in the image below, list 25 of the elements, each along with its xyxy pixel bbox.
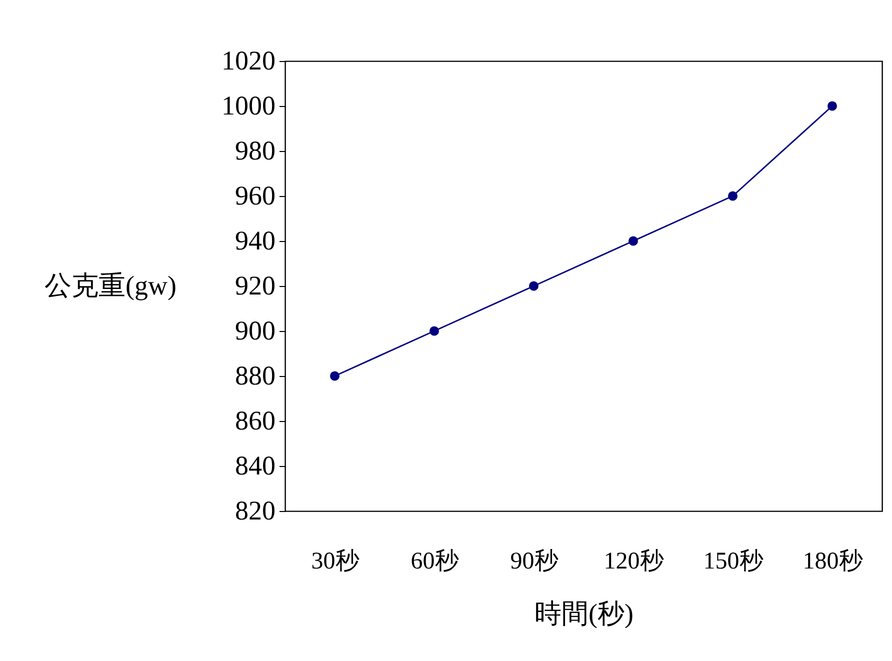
y-tick-label: 820 — [235, 496, 276, 526]
point — [828, 101, 837, 111]
y-tick-label: 900 — [235, 316, 276, 346]
y-tick-label: 860 — [235, 406, 276, 436]
point — [430, 326, 439, 336]
x-tick-label: 30秒 — [311, 548, 360, 574]
y-tick-label: 960 — [235, 180, 276, 210]
x-tick-label: 120秒 — [604, 548, 664, 574]
x-tick-label: 150秒 — [703, 548, 764, 574]
y-tick-label: 920 — [235, 270, 276, 300]
x-tick-label: 90秒 — [510, 548, 558, 574]
point — [628, 236, 638, 246]
x-tick-label: 180秒 — [802, 548, 863, 574]
y-tick-label: 1020 — [222, 46, 276, 76]
y-tick-label: 980 — [235, 136, 276, 166]
y-tick-label: 940 — [235, 226, 276, 256]
x-tick-label: 60秒 — [410, 548, 459, 574]
point — [728, 191, 738, 201]
y-tick-label: 880 — [235, 360, 276, 390]
y-tick-label: 1000 — [222, 90, 276, 120]
x-axis-title: 時間(秒) — [534, 598, 634, 628]
point — [330, 371, 340, 381]
y-tick-label: 840 — [235, 450, 276, 480]
y-axis-title: 公克重(gw) — [44, 270, 176, 300]
point — [529, 281, 538, 291]
